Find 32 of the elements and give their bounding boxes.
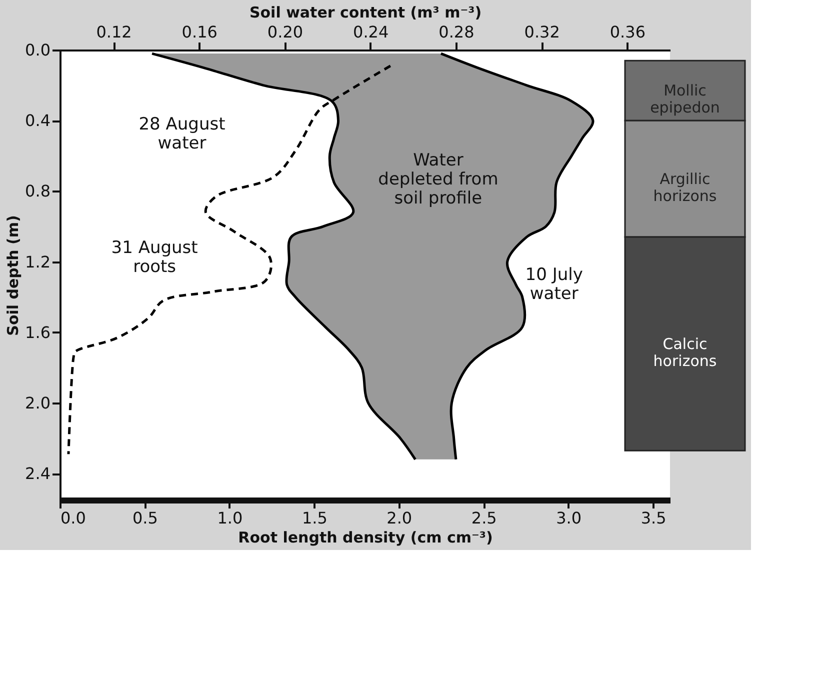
y-tick-label: 0.4 [25,111,50,130]
x-tick-label: 1.0 [217,508,243,528]
annotation: 28 August water [138,114,226,154]
x-tick-label: 3.5 [640,508,666,528]
band-label: Argillic horizons [653,170,717,205]
x2-tick-label: 0.16 [182,22,218,42]
x-tick-label: 0.5 [132,508,158,528]
annotation: 10 July water [525,265,583,304]
y-tick-label: 2.4 [25,464,50,484]
y-tick-label: 2.0 [25,393,50,412]
x-tick-label: 1.5 [302,508,328,528]
x2-tick-label: 0.28 [438,22,474,42]
y-tick-label: 0.8 [25,182,50,201]
annotation: 31 August roots [111,238,198,277]
annotation: Water depleted from soil profile [378,150,498,208]
x-tick-label: 2.5 [471,508,497,528]
x2-axis-title: Soil water content (m³ m⁻³) [249,4,482,22]
x2-tick-label: 0.20 [267,22,304,42]
x-axis-title: Root length density (cm cm⁻³) [238,528,493,546]
y-tick-label: 0.0 [25,40,50,60]
y-axis-title: Soil depth (m) [4,215,22,336]
y-tick-label: 1.2 [25,252,50,272]
y-tick-label: 1.6 [25,322,50,342]
band-label: Mollic epipedon [650,82,720,117]
x2-tick-label: 0.32 [524,22,560,42]
x2-tick-label: 0.24 [353,22,389,42]
x-tick-label: 2.0 [386,508,412,528]
band-label: Calcic horizons [653,334,717,370]
x-tick-label: 0.0 [60,508,86,528]
x2-tick-label: 0.36 [610,22,646,42]
x2-tick-label: 0.12 [96,22,132,42]
x-tick-label: 3.0 [556,508,582,528]
